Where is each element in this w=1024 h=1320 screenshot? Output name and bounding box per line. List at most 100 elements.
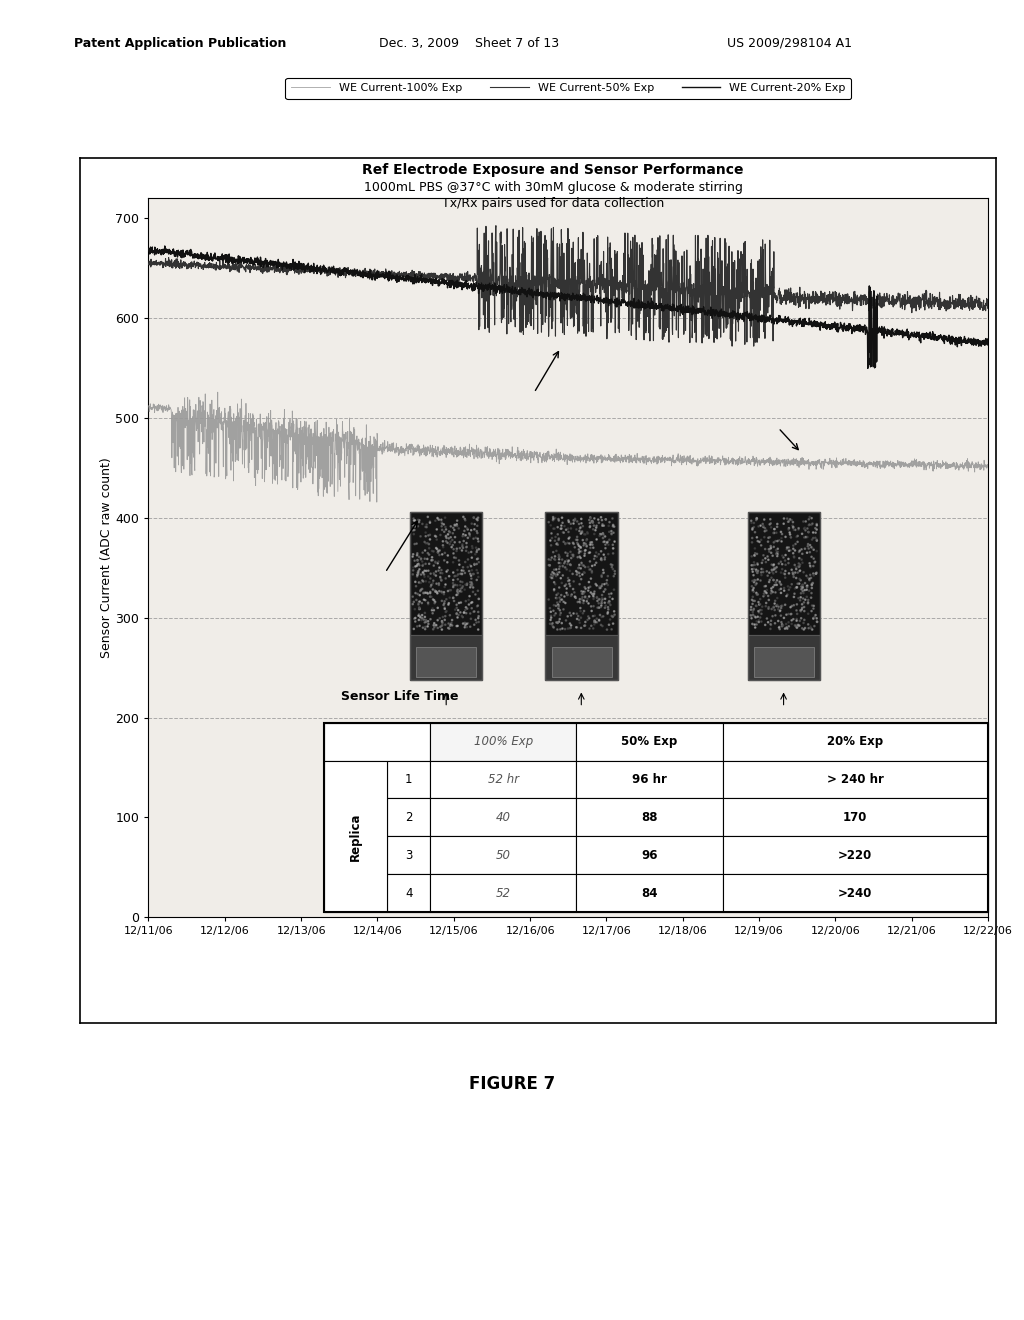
Point (572, 601, 589, 622)
Point (785, 564, 802, 585)
Point (804, 573, 820, 594)
Point (426, 593, 442, 614)
Point (541, 554, 557, 576)
Point (544, 568, 560, 589)
Point (809, 611, 825, 632)
Point (548, 565, 564, 586)
Point (581, 558, 597, 579)
Point (769, 594, 785, 615)
Point (801, 521, 817, 543)
Point (605, 612, 622, 634)
Bar (546, 512, 617, 635)
Point (550, 612, 566, 634)
Point (422, 609, 438, 630)
Point (785, 586, 802, 607)
Point (439, 552, 456, 573)
Point (751, 594, 767, 615)
Point (561, 511, 578, 532)
Point (562, 560, 579, 581)
Point (776, 577, 793, 598)
Point (804, 619, 820, 640)
Point (572, 537, 589, 558)
Point (797, 589, 813, 610)
Point (574, 564, 591, 585)
Point (581, 556, 597, 577)
Point (547, 549, 563, 570)
Point (560, 585, 577, 606)
Bar (324, 760, 387, 912)
Point (427, 581, 443, 602)
Point (449, 539, 465, 560)
Point (428, 561, 444, 582)
Point (586, 589, 602, 610)
WE Current-100% Exp (636, 454, 648, 470)
Point (411, 546, 427, 568)
Point (765, 562, 781, 583)
Point (794, 578, 810, 599)
Point (411, 603, 427, 624)
Point (464, 560, 480, 581)
Point (797, 579, 813, 601)
Point (577, 587, 593, 609)
Point (769, 570, 785, 591)
Point (571, 520, 588, 541)
Point (413, 548, 429, 569)
Line: WE Current-50% Exp: WE Current-50% Exp (148, 226, 988, 346)
Point (796, 612, 812, 634)
Point (560, 517, 577, 539)
Point (420, 507, 436, 528)
Point (563, 517, 580, 539)
Point (445, 590, 462, 611)
Point (442, 579, 459, 601)
Point (409, 589, 425, 610)
Point (770, 539, 786, 560)
Point (775, 513, 792, 535)
Point (468, 553, 484, 574)
Point (794, 598, 810, 619)
Point (412, 591, 428, 612)
Point (464, 536, 480, 557)
Point (436, 598, 453, 619)
Point (757, 576, 773, 597)
Point (591, 512, 607, 533)
Point (794, 523, 810, 544)
Point (792, 560, 808, 581)
Point (565, 513, 582, 535)
Point (788, 616, 805, 638)
Point (744, 570, 761, 591)
Point (790, 532, 806, 553)
Point (745, 558, 762, 579)
Point (568, 616, 585, 638)
Point (427, 552, 443, 573)
Point (581, 577, 597, 598)
Point (591, 593, 607, 614)
Point (562, 513, 579, 535)
Point (427, 552, 443, 573)
Point (417, 612, 433, 634)
Point (743, 545, 760, 566)
Point (763, 614, 779, 635)
Point (437, 516, 454, 537)
Point (596, 574, 612, 595)
Point (431, 540, 447, 561)
Point (417, 532, 433, 553)
Point (744, 586, 761, 607)
Point (762, 527, 778, 548)
Point (761, 572, 777, 593)
Point (585, 512, 601, 533)
Point (412, 585, 428, 606)
Point (594, 589, 610, 610)
Point (425, 615, 441, 636)
Point (766, 536, 782, 557)
Point (758, 552, 774, 573)
Point (606, 579, 623, 601)
WE Current-50% Exp (335, 268, 347, 284)
Point (746, 590, 763, 611)
Point (788, 577, 805, 598)
Point (558, 582, 574, 603)
Point (800, 536, 816, 557)
Point (793, 587, 809, 609)
Point (542, 598, 558, 619)
Point (452, 581, 468, 602)
Point (596, 581, 612, 602)
